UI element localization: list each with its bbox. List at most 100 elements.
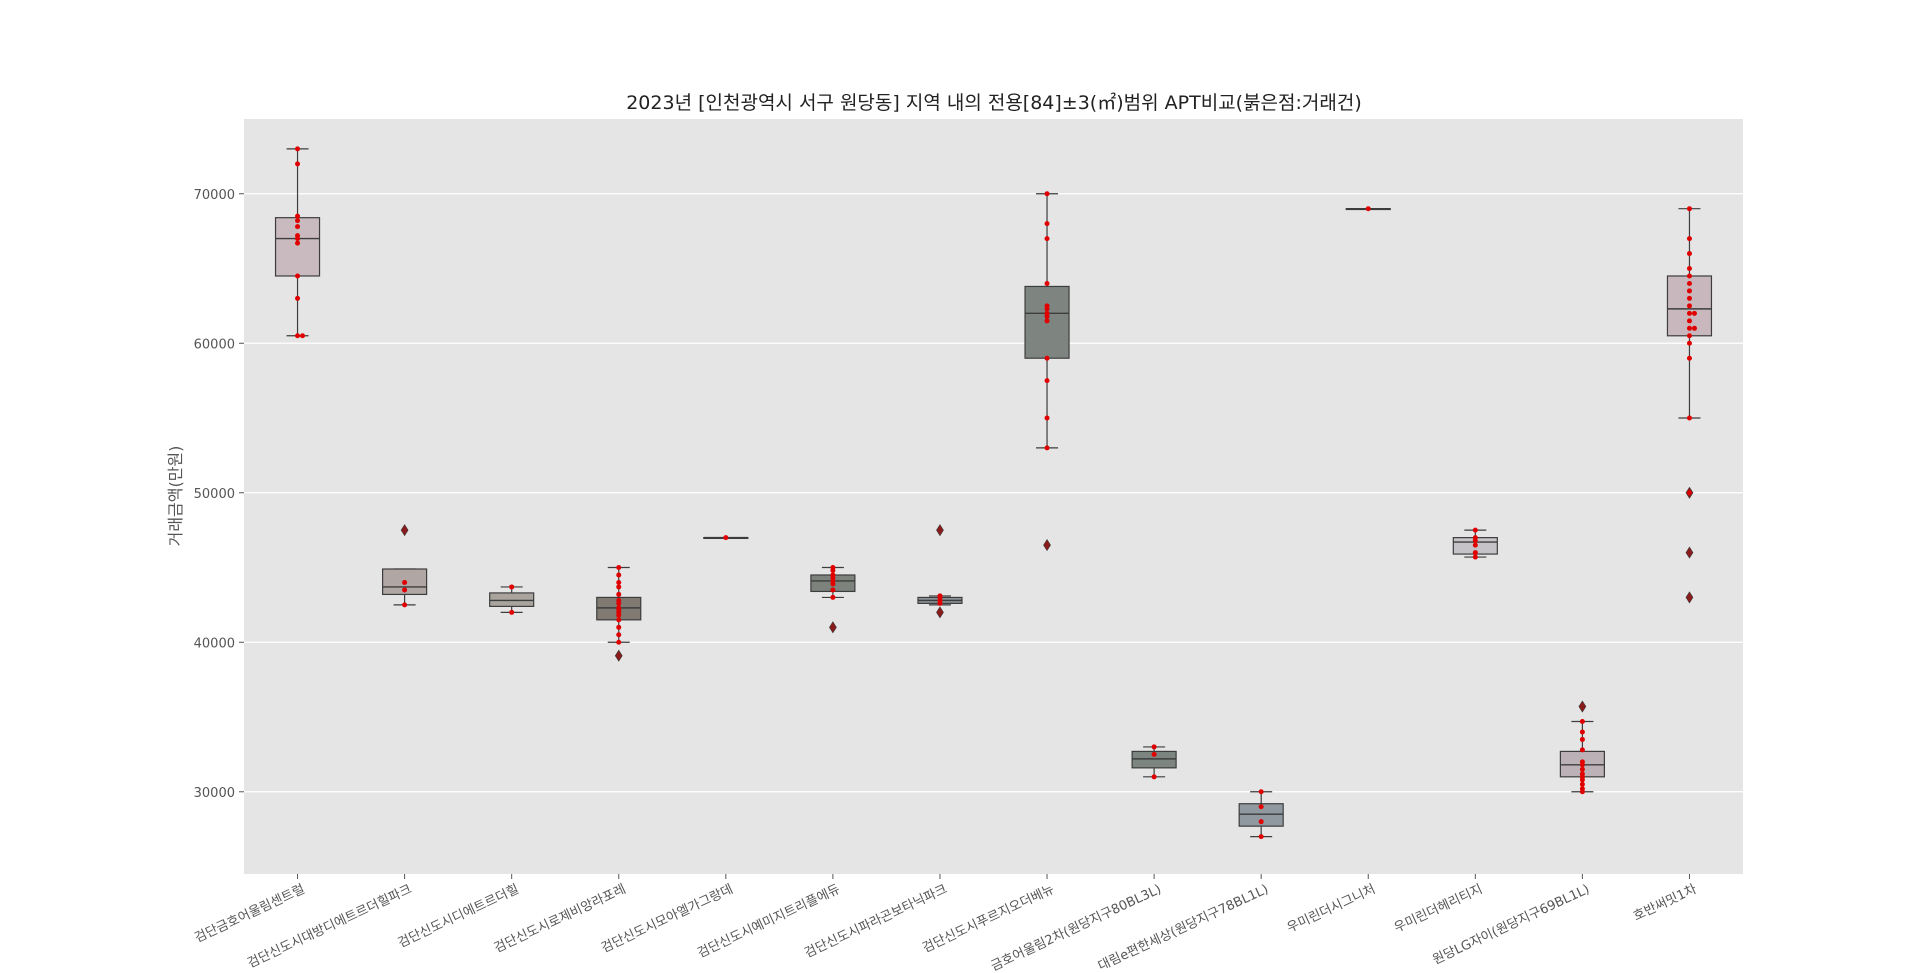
data-point	[295, 213, 301, 219]
box-group	[274, 146, 321, 339]
box-group	[489, 584, 535, 615]
data-point	[1686, 295, 1692, 301]
data-point	[1686, 273, 1692, 279]
box-group	[1345, 206, 1391, 212]
data-point	[1686, 303, 1692, 309]
outlier-marker	[1685, 591, 1694, 604]
box-group	[382, 524, 428, 608]
data-point	[830, 568, 836, 574]
data-point	[1258, 834, 1264, 840]
outlier-marker	[400, 524, 409, 537]
data-point	[830, 594, 836, 600]
data-point	[616, 572, 622, 578]
outlier-marker	[1685, 546, 1694, 559]
data-point	[1579, 719, 1585, 725]
data-point	[1579, 747, 1585, 753]
data-point	[1044, 221, 1050, 227]
data-point	[402, 587, 408, 593]
data-point	[1579, 736, 1585, 742]
chart-title: 2023년 [인천광역시 서구 원당동] 지역 내의 전용[84]±3(㎡)범위…	[626, 91, 1362, 114]
data-point	[1686, 251, 1692, 257]
x-tick-label: 금호어울림2차(원당지구80BL3L)	[989, 882, 1164, 973]
data-point	[616, 624, 622, 630]
data-point	[1579, 777, 1585, 783]
outlier-marker	[614, 649, 623, 662]
data-point	[1686, 310, 1692, 316]
data-point	[616, 600, 622, 606]
grid-lines	[244, 193, 1743, 793]
data-point	[295, 240, 301, 246]
data-point	[1686, 236, 1692, 242]
data-point	[1579, 781, 1585, 787]
data-point	[295, 333, 301, 339]
data-point	[295, 224, 301, 230]
box-group	[810, 565, 856, 634]
data-point	[509, 609, 515, 615]
data-point	[1151, 774, 1157, 780]
box-group	[703, 535, 749, 541]
data-point	[616, 591, 622, 597]
x-tick-label: 대림e편한세상(원당지구78BL1L)	[1096, 882, 1271, 973]
data-point	[1472, 542, 1478, 548]
outlier-marker	[1043, 539, 1051, 552]
data-point	[295, 218, 301, 224]
data-point	[1044, 318, 1050, 324]
data-point	[1258, 789, 1264, 795]
data-point	[402, 579, 408, 585]
data-point	[300, 333, 306, 339]
box-body	[1131, 750, 1177, 769]
data-point	[616, 639, 622, 645]
data-point	[723, 535, 729, 541]
y-tick-label: 70000	[194, 188, 235, 203]
data-point	[1686, 280, 1692, 286]
data-point	[1151, 744, 1157, 750]
outlier-marker	[829, 621, 837, 634]
box-body	[489, 592, 535, 607]
x-tick-label: 우미린더시그니처	[1285, 882, 1378, 936]
data-point	[295, 295, 301, 301]
data-point	[1579, 766, 1585, 772]
y-tick-label: 40000	[194, 636, 235, 651]
data-point	[1686, 206, 1692, 212]
data-point	[1044, 313, 1050, 319]
data-point	[1579, 789, 1585, 795]
outlier-marker	[936, 524, 944, 537]
data-point	[830, 581, 836, 587]
outlier-marker	[1578, 700, 1587, 713]
data-point	[1691, 325, 1697, 331]
data-point	[1258, 804, 1264, 810]
data-point	[1686, 340, 1692, 346]
box-group	[596, 565, 642, 662]
data-point	[1579, 729, 1585, 735]
y-axis-ticks: 30000 40000 50000 60000 70000	[194, 188, 244, 801]
data-point	[295, 273, 301, 279]
data-point	[1472, 527, 1478, 533]
box-group	[1559, 700, 1605, 795]
data-point	[1579, 762, 1585, 768]
data-point	[402, 602, 408, 608]
data-point	[1691, 310, 1697, 316]
box-group	[1666, 206, 1713, 604]
data-point	[616, 579, 622, 585]
y-tick-label: 50000	[194, 487, 235, 502]
data-point	[1686, 325, 1692, 331]
x-tick-label: 호반써밋1차	[1631, 882, 1699, 924]
data-point	[1044, 378, 1050, 384]
box-group	[1024, 191, 1070, 552]
data-point	[1044, 280, 1050, 286]
data-point	[1686, 266, 1692, 272]
data-point	[1044, 306, 1050, 312]
data-point	[1686, 490, 1692, 496]
plot-background	[244, 119, 1743, 874]
box-group	[1452, 527, 1498, 560]
data-point	[616, 617, 622, 623]
outlier-marker	[936, 606, 944, 619]
data-point	[616, 632, 622, 638]
data-point	[1472, 538, 1478, 544]
data-point	[1686, 355, 1692, 361]
data-point	[616, 565, 622, 571]
data-point	[295, 161, 301, 167]
x-axis-ticks: 검단금호어울림센트럴검단신도시대방디에트르더힐파크검단신도시디에트르더힐검단신도…	[192, 874, 1699, 973]
data-point	[1044, 191, 1050, 197]
